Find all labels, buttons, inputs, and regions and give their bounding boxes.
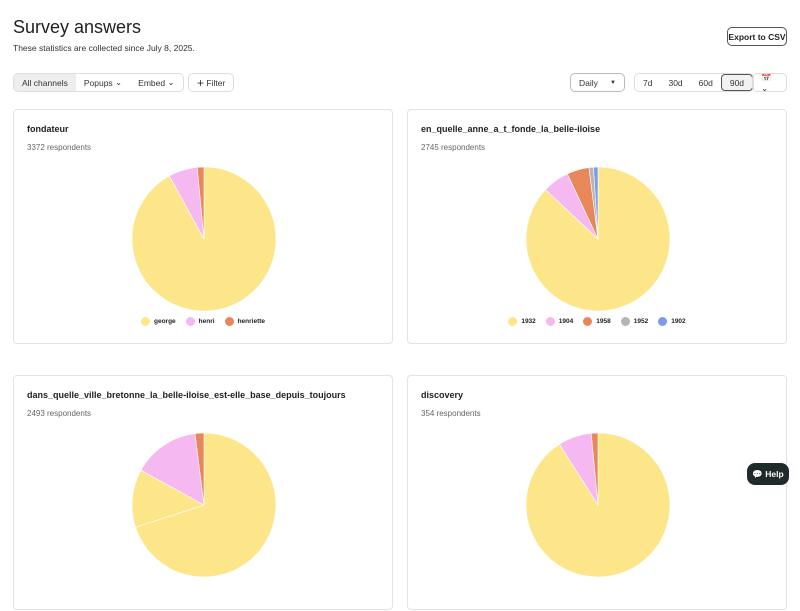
respondents: 2493 respondents [27,409,92,418]
pie-slice [593,166,599,240]
pie-slice [196,166,205,240]
legend-swatch [140,317,150,326]
pie-chart [131,432,277,578]
range-tab[interactable]: 60d [698,77,713,88]
channel-tab[interactable]: All channels [14,74,76,91]
channel-tab[interactable]: Popups ⌄ [83,77,123,88]
export-button[interactable]: Export to CSV [727,27,787,46]
legend: 1932 1904 1958 1952 1902 [408,317,786,326]
survey-card: fondateur 3372 respondents george henri henr… [13,109,393,344]
legend-label: henriette [237,318,266,326]
legend-label: 1952 [633,318,649,326]
legend-item: george [140,317,176,326]
survey-card: discovery 354 respondents [407,375,787,610]
pie-slice [140,433,205,506]
legend-label: george [153,318,176,326]
legend-swatch [508,317,518,326]
legend-label: 1904 [558,318,574,326]
card-title: discovery [421,390,464,400]
tab-label: Embed [138,77,166,88]
page-title: Survey answers [13,17,142,37]
legend-label: henri [198,318,215,326]
range-tab[interactable]: 7d [643,77,653,88]
pie-slice [590,432,599,506]
pie-chart [525,432,671,578]
legend-label: 1932 [521,318,536,326]
legend-label: 1958 [596,318,611,326]
help-label: Help [765,469,784,479]
page-subtitle: These statistics are collected since Jul… [13,43,195,53]
range-tab[interactable]: 90d [720,74,754,91]
legend-item: henriette [224,317,266,326]
filter-button[interactable]: + Filter [188,73,235,92]
help-button[interactable]: 💬 Help [747,463,789,485]
legend-item: henri [185,317,215,326]
legend-item: 1958 [583,317,611,326]
filter-label: Filter [206,77,226,88]
pie-slice [194,432,205,506]
card-title: fondateur [27,124,69,134]
range-tab[interactable]: 30d [668,77,683,88]
legend-swatch [620,317,630,326]
survey-card: en_quelle_anne_a_t_fonde_la_belle-iloise… [407,109,787,344]
pie-chart [131,166,277,312]
card-title: en_quelle_anne_a_t_fonde_la_belle-iloise [421,124,601,134]
legend-swatch [224,317,234,326]
legend-item: 1902 [658,317,686,326]
legend-item: 1932 [508,317,536,326]
pie-chart [525,166,671,312]
calendar-button[interactable]: 📅⌄ [752,73,787,92]
page: Survey answers These statistics are coll… [13,17,789,610]
legend: george henri henriette [14,317,392,326]
respondents: 2745 respondents [421,143,486,152]
survey-card: dans_quelle_ville_bretonne_la_belle-iloi… [13,375,393,610]
legend-swatch [545,317,555,326]
interval-select[interactable]: Daily ▼ [570,73,625,92]
range-tabs: 7d 30d 60d 90d [634,73,755,92]
respondents: 3372 respondents [27,143,92,152]
legend-swatch [583,317,593,326]
legend-item: 1952 [620,317,649,326]
legend-item: 1904 [545,317,574,326]
interval-label: Daily [579,77,598,88]
card-title: dans_quelle_ville_bretonne_la_belle-iloi… [27,390,346,400]
legend-swatch [185,317,195,326]
legend-swatch [658,317,668,326]
tab-label: Popups [83,77,113,88]
legend-label: 1902 [671,318,686,326]
channel-tabs: All channels Popups ⌄ Embed ⌄ [13,73,184,92]
channel-tab[interactable]: Embed ⌄ [138,77,175,88]
respondents: 354 respondents [421,409,481,418]
